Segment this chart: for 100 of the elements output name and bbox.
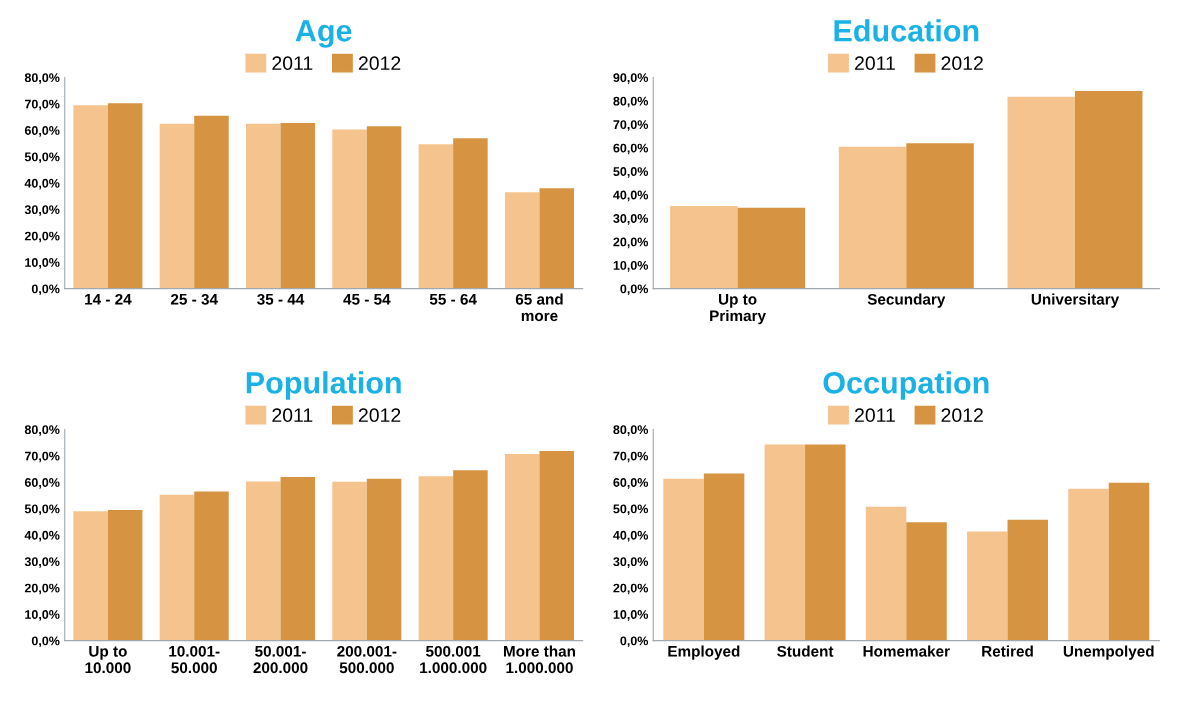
x-tick-label: Up to Primary	[710, 294, 766, 325]
y-tick-label: 30,0%	[24, 205, 60, 216]
x-tick-label: 14 - 24	[85, 293, 132, 305]
y-tick-label: 30,0%	[24, 557, 60, 568]
legend-label: 2011	[855, 56, 895, 71]
y-tick-label: 50,0%	[24, 504, 60, 516]
bar	[1007, 96, 1075, 289]
bar	[737, 207, 806, 289]
bar	[280, 123, 316, 289]
y-tick-label: 30,0%	[613, 214, 649, 225]
legend-label: 2011	[272, 56, 313, 71]
y-tick-label: 60,0%	[24, 478, 60, 489]
y-tick-label: 30,0%	[613, 557, 649, 568]
bar	[245, 481, 281, 641]
bar	[194, 491, 229, 641]
chart-title: Occupation	[823, 371, 989, 400]
bar	[1108, 482, 1150, 641]
bar	[159, 123, 195, 289]
x-tick-label: Unempolyed	[1063, 645, 1154, 660]
bar	[73, 105, 108, 289]
legend-label: 2012	[941, 408, 983, 423]
y-tick-label: 10,0%	[613, 610, 649, 621]
y-tick-label: 90,0%	[613, 73, 649, 84]
x-tick-label: More than 1.000.000	[503, 645, 576, 674]
y-tick-label: 70,0%	[613, 120, 649, 131]
legend-label: 2012	[941, 56, 983, 71]
bar	[670, 206, 738, 289]
bar	[453, 138, 488, 289]
bar	[1074, 91, 1143, 289]
y-tick-label: 10,0%	[613, 260, 649, 272]
y-tick-label: 0,0%	[620, 636, 649, 648]
y-tick-label: 0,0%	[620, 284, 649, 296]
bar	[1068, 488, 1109, 641]
y-tick-label: 70,0%	[24, 451, 60, 463]
y-tick-label: 80,0%	[24, 73, 60, 84]
y-tick-label: 60,0%	[613, 478, 649, 489]
x-tick-label: 45 - 54	[343, 294, 391, 305]
legend-label: 2011	[855, 408, 895, 423]
bar	[764, 444, 806, 641]
x-tick-label: 55 - 64	[429, 293, 477, 305]
bar	[504, 192, 540, 289]
bar	[332, 481, 367, 641]
y-tick-label: 80,0%	[24, 425, 60, 436]
y-tick-label: 20,0%	[613, 583, 649, 595]
x-tick-label: Up to 10.000	[85, 646, 131, 674]
bar	[906, 143, 974, 289]
x-tick-label: Retired	[982, 645, 1033, 657]
x-tick-label: Student	[777, 645, 834, 657]
y-tick-label: 50,0%	[613, 167, 649, 178]
bar	[107, 509, 143, 641]
bar	[245, 123, 281, 289]
y-tick-label: 40,0%	[613, 530, 649, 542]
x-tick-label: Secundary	[867, 293, 946, 308]
chart-title: Population	[246, 371, 401, 400]
y-tick-label: 40,0%	[613, 190, 649, 202]
x-tick-label: Employed	[668, 645, 740, 660]
y-tick-label: 80,0%	[613, 96, 649, 108]
x-tick-label: 200.001- 500.000	[337, 645, 397, 674]
legend-label: 2012	[358, 56, 401, 71]
chart-title: Education	[834, 19, 979, 42]
x-tick-label: 65 and more	[515, 293, 563, 322]
bar	[967, 531, 1008, 641]
x-tick-label: Universitary	[1031, 293, 1120, 308]
bar	[838, 146, 907, 289]
x-tick-label: 25 - 34	[170, 293, 218, 305]
y-tick-label: 70,0%	[613, 451, 649, 463]
legend-label: 2012	[358, 408, 401, 423]
bar	[805, 444, 846, 641]
y-tick-label: 60,0%	[24, 126, 60, 137]
y-tick-label: 10,0%	[25, 610, 60, 621]
bar	[73, 511, 108, 641]
x-tick-label: 10.001- 50.000	[169, 645, 220, 674]
y-tick-label: 10,0%	[25, 258, 60, 269]
bar	[504, 453, 540, 641]
bar	[280, 476, 316, 641]
bar	[539, 451, 574, 641]
x-tick-label: Homemaker	[863, 645, 950, 657]
y-tick-label: 40,0%	[24, 530, 60, 542]
y-tick-label: 20,0%	[24, 583, 60, 595]
y-tick-label: 40,0%	[24, 178, 60, 190]
bar	[703, 473, 745, 641]
bar	[194, 115, 229, 289]
bar	[366, 478, 402, 641]
bar	[453, 470, 488, 641]
y-tick-label: 70,0%	[24, 99, 60, 111]
bar	[418, 476, 454, 641]
y-tick-label: 20,0%	[613, 237, 649, 249]
y-tick-label: 80,0%	[613, 425, 649, 436]
y-tick-label: 50,0%	[24, 152, 60, 164]
bar	[539, 188, 574, 289]
bar	[418, 144, 454, 289]
y-tick-label: 60,0%	[613, 143, 649, 155]
x-tick-label: 35 - 44	[257, 293, 305, 305]
bar	[159, 494, 195, 641]
y-tick-label: 0,0%	[31, 636, 60, 648]
bar	[906, 522, 947, 641]
bar	[366, 126, 402, 289]
x-tick-label: 50.001- 200.000	[253, 645, 308, 674]
y-tick-label: 0,0%	[31, 284, 60, 296]
y-tick-label: 20,0%	[24, 231, 60, 243]
